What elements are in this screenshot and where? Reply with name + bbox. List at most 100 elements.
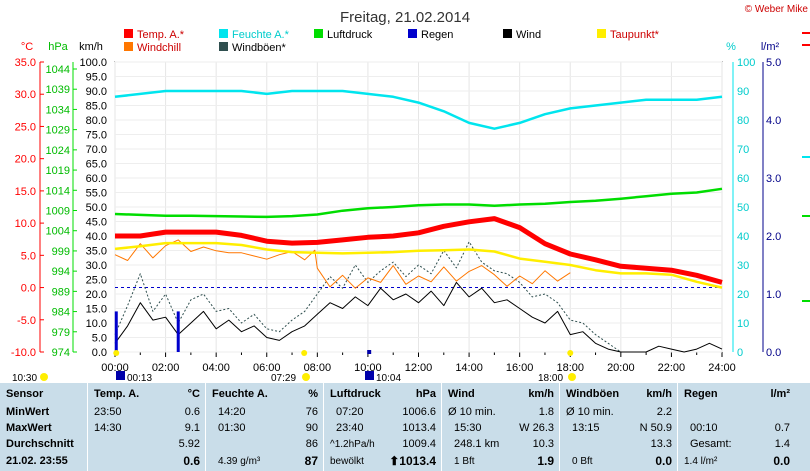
axes: 100.095.090.085.080.075.070.065.060.055.… — [11, 57, 781, 374]
temp-current-value: 0.6 — [183, 454, 200, 468]
kmh-tick-label: 10.0 — [86, 318, 107, 330]
celsius-tick-label: 25.0 — [15, 121, 36, 133]
kmh-tick-label: 30.0 — [86, 260, 107, 272]
kmh-tick-label: 75.0 — [86, 130, 107, 142]
unit-hpa: hPa — [48, 41, 68, 53]
kmh-tick-label: 60.0 — [86, 173, 107, 185]
hum-title: Feuchte A. — [212, 388, 268, 400]
rain-total-value: 1.4 — [774, 438, 790, 450]
hpa-tick-label: 1009 — [46, 206, 70, 218]
legend-label: Taupunkt* — [610, 29, 660, 41]
press-current-value: 1013.4 — [399, 454, 436, 468]
sun-markers: 10:30 00:13 07:29 10:04 18:00 — [12, 371, 576, 383]
lm2-tick-label: 1.0 — [766, 289, 781, 301]
hpa-tick-label: 1034 — [46, 104, 70, 116]
temp-unit: °C — [187, 388, 200, 400]
series-line-temp-a — [115, 216, 723, 285]
wind-title: Wind — [448, 388, 475, 400]
sunrise-icon — [302, 373, 310, 381]
row-minwert-label: MinWert — [6, 406, 50, 418]
celsius-tick-label: 15.0 — [15, 186, 36, 198]
percent-tick-label: 90 — [737, 86, 749, 98]
moonset-axis-marker — [367, 350, 372, 354]
section-wind: Wind km/h Ø 10 min. 1.8 15:30 W 26.3 248.1 … — [441, 383, 560, 471]
press-avg-value: 1009.4 — [402, 438, 436, 450]
press-min-value: 1006.6 — [402, 406, 436, 418]
press-min-time: 07:20 — [336, 406, 364, 418]
hpa-tick-label: 1039 — [46, 84, 70, 96]
lm2-tick-label: 3.0 — [766, 173, 781, 185]
hum-unit: % — [308, 388, 318, 400]
lm2-tick-label: 4.0 — [766, 115, 781, 127]
temp-title: Temp. A. — [94, 388, 140, 400]
wind-avg10-label: Ø 10 min. — [448, 406, 496, 418]
unit-celsius: °C — [21, 41, 33, 53]
percent-tick-label: 40 — [737, 231, 749, 243]
percent-tick-label: 20 — [737, 289, 749, 301]
moonrise-icon — [116, 371, 125, 380]
weather-chart: Freitag, 21.02.2014 © Weber Mike Temp. A… — [11, 4, 810, 383]
press-unit: hPa — [415, 388, 436, 400]
x-tick-label: 24:00 — [708, 362, 736, 374]
axis-unit-labels: °C hPa km/h % l/m² — [21, 41, 780, 53]
unit-percent: % — [726, 41, 736, 53]
legend-label: Windböen* — [232, 42, 287, 54]
legend-swatch — [219, 29, 228, 38]
kmh-tick-label: 80.0 — [86, 115, 107, 127]
press-forecast: bewölkt — [330, 456, 364, 467]
wind-max-time: 15:30 — [454, 422, 482, 434]
hpa-tick-label: 1029 — [46, 125, 70, 137]
hpa-tick-label: 1044 — [46, 64, 70, 76]
sunset-time: 18:00 — [538, 373, 563, 383]
temp-min-value: 0.6 — [184, 406, 200, 418]
section-humidity: Feuchte A.% 14:20 76 01:30 90 86 4.39 g/m³… — [205, 383, 324, 471]
unit-kmh: km/h — [79, 41, 103, 53]
row-current-label: 21.02. 23:55 — [6, 455, 68, 467]
kmh-tick-label: 65.0 — [86, 159, 107, 171]
rain-title: Regen — [684, 388, 718, 400]
kmh-tick-label: 50.0 — [86, 202, 107, 214]
left-sun-icon — [40, 373, 48, 381]
hpa-tick-label: 994 — [52, 266, 70, 278]
x-tick-label: 18:00 — [556, 362, 584, 374]
lm2-tick-label: 0.0 — [766, 347, 781, 359]
series-line-taupunkt — [114, 241, 723, 289]
gust-avg10-value: 2.2 — [656, 406, 672, 418]
moonset-icon — [365, 371, 374, 380]
midnight-axis-marker — [113, 350, 120, 356]
kmh-tick-label: 70.0 — [86, 144, 107, 156]
legend-label: Wind — [516, 29, 541, 41]
right-edge-marks — [802, 32, 810, 302]
celsius-tick-label: -5.0 — [17, 315, 36, 327]
wind-bft: 1 Bft — [454, 456, 475, 467]
row-maxwert-label: MaxWert — [6, 422, 52, 434]
hum-min-value: 76 — [305, 406, 318, 418]
hpa-tick-label: 999 — [52, 246, 70, 258]
moonset-time: 10:04 — [376, 373, 401, 383]
kmh-tick-label: 0.0 — [92, 347, 107, 359]
legend-swatch — [124, 29, 133, 38]
celsius-tick-label: -10.0 — [11, 347, 36, 359]
hum-avg-value: 86 — [305, 438, 318, 450]
gust-unit: km/h — [646, 388, 672, 400]
gust-max-value: N 50.9 — [639, 422, 672, 434]
x-tick-label: 20:00 — [607, 362, 635, 374]
wind-unit: km/h — [528, 388, 554, 400]
x-tick-label: 02:00 — [152, 362, 180, 374]
rain-unit: l/m² — [770, 388, 790, 400]
legend-swatch — [314, 29, 323, 38]
temp-max-value: 9.1 — [184, 422, 200, 434]
moonrise-time: 00:13 — [127, 373, 152, 383]
section-temp: Temp. A. °C 23:50 0.6 14:30 9.1 5.92 0.6 — [87, 383, 206, 471]
celsius-tick-label: 30.0 — [15, 89, 36, 101]
lm2-tick-label: 2.0 — [766, 231, 781, 243]
rain-total-label: Gesamt: — [690, 438, 732, 450]
gust-avg10-label: Ø 10 min. — [566, 406, 614, 418]
section-sensor: Sensor MinWert MaxWert Durchschnitt 21.0… — [0, 383, 87, 471]
chart-title: Freitag, 21.02.2014 — [340, 9, 470, 26]
temp-max-time: 14:30 — [94, 422, 122, 434]
percent-tick-label: 10 — [737, 318, 749, 330]
kmh-tick-label: 25.0 — [86, 275, 107, 287]
kmh-tick-label: 35.0 — [86, 246, 107, 258]
hpa-tick-label: 984 — [52, 307, 70, 319]
